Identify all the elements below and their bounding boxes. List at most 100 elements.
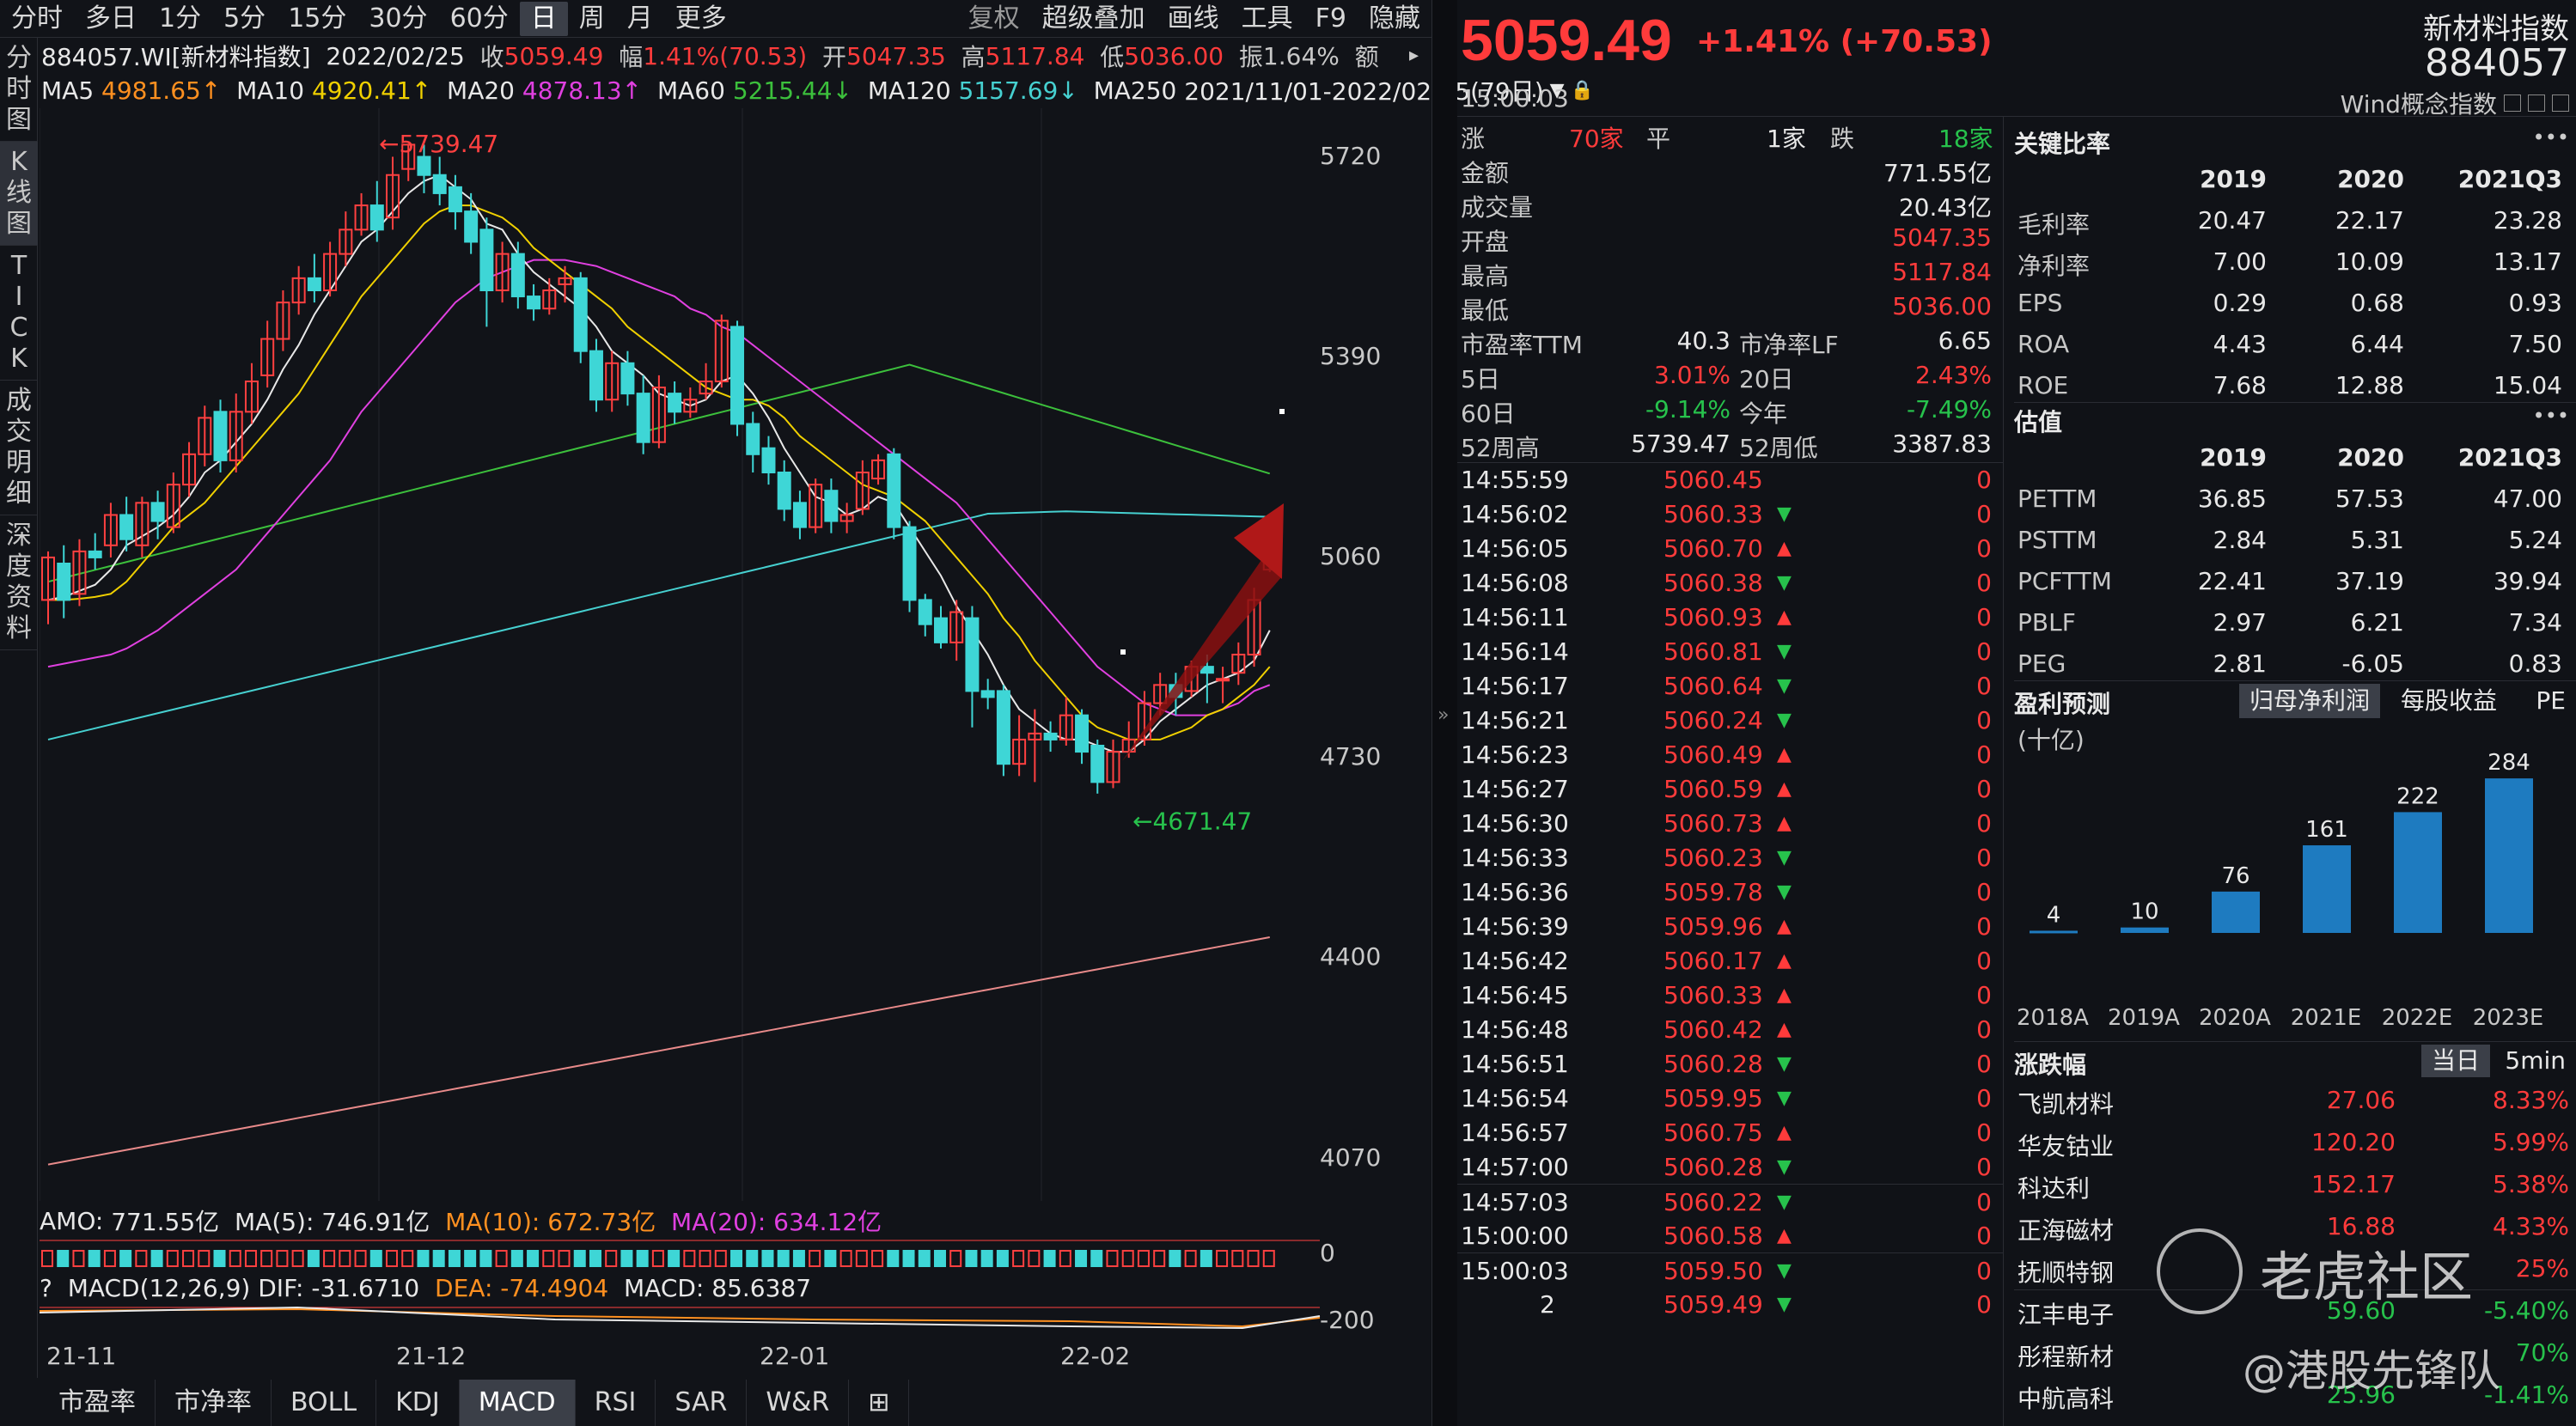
period-tab-2[interactable]: 1分 [159, 3, 202, 34]
tool-button-0[interactable]: 复权 [968, 3, 1020, 34]
draw-handle[interactable] [1279, 409, 1285, 414]
candle-body [824, 490, 839, 522]
window-icon[interactable] [2528, 94, 2545, 112]
valuation-row: PSTTM 2.84 5.31 5.24 [2014, 521, 2576, 560]
tick-price: 5059.49 [1663, 1290, 1763, 1319]
mover-row[interactable]: 正海磁材 16.88 4.33% [2014, 1207, 2576, 1246]
ratios-more-icon[interactable]: ••• [2532, 125, 2569, 149]
tiger-logo-icon [2157, 1228, 2243, 1314]
ytd-label: 今年 [1739, 399, 1788, 428]
period-tab-7[interactable]: 日 [519, 1, 568, 36]
mover-price: 59.60 [2326, 1296, 2396, 1325]
indicator-tab-6[interactable]: SAR [656, 1380, 748, 1426]
volume-bar [730, 1250, 743, 1267]
period-tab-8[interactable]: 周 [578, 3, 605, 34]
mover-row[interactable]: 科达利 152.17 5.38% [2014, 1165, 2576, 1204]
indicator-tab-5[interactable]: RSI [576, 1380, 656, 1426]
info-line: 884057.WI[新材料指数] 2022/02/25 收 5059.49 幅 1.… [41, 40, 1379, 72]
stat-label: 开盘 [1461, 228, 1510, 256]
indicator-tab-1[interactable]: 市净率 [156, 1380, 272, 1426]
ratio-value: 57.53 [2335, 484, 2404, 513]
candle-body [730, 326, 745, 425]
mover-price: 120.20 [2311, 1128, 2396, 1156]
mover-price: 16.88 [2326, 1212, 2396, 1240]
period-tab-6[interactable]: 60分 [449, 3, 509, 34]
vtab-3[interactable]: 成交明细 [0, 381, 38, 515]
period-tab-1[interactable]: 多日 [85, 3, 137, 34]
ratio-value: 0.68 [2350, 289, 2404, 317]
valuation-more-icon[interactable]: ••• [2532, 404, 2569, 428]
vol-ma20: MA(20): 634.12亿 [671, 1208, 882, 1236]
tick-price: 5060.58 [1663, 1222, 1763, 1250]
period-tab-5[interactable]: 30分 [369, 3, 428, 34]
forecast-tab-0[interactable]: 归母净利润 [2239, 684, 2381, 718]
lock-icon[interactable]: 🔒 [1564, 79, 1594, 101]
tool-button-1[interactable]: 超级叠加 [1041, 3, 1145, 34]
forecast-tab-1[interactable]: 每股收益 [2401, 686, 2498, 715]
forecast-unit: (十亿) [2017, 726, 2085, 754]
up-count: 70家 [1569, 125, 1624, 153]
mover-row[interactable]: 中航高科 25.96 -1.41% [2014, 1375, 2576, 1415]
candle-body [386, 174, 400, 219]
tick-time: 14:56:11 [1461, 603, 1569, 631]
mover-row[interactable]: 华友钴业 120.20 5.99% [2014, 1123, 2576, 1162]
tick-time: 14:56:21 [1461, 706, 1569, 734]
movers-tab-0[interactable]: 当日 [2420, 1045, 2490, 1077]
period-tab-4[interactable]: 15分 [288, 3, 347, 34]
indicator-tab-7[interactable]: W&R [747, 1380, 850, 1426]
stat-row: 最低 5036.00 [1457, 289, 2004, 325]
collapse-icon[interactable]: » [1438, 704, 1450, 726]
stat-value: 5036.00 [1892, 292, 1992, 320]
candlestick-chart[interactable]: ←5739.47 ←4671.47 [40, 108, 1328, 1201]
stat-row: 金额 771.55亿 [1457, 151, 2004, 187]
volume-bar [589, 1250, 601, 1267]
flat-count: 1家 [1767, 125, 1806, 153]
price-tick: 4070 [1320, 1143, 1382, 1172]
indicator-tab-2[interactable]: BOLL [272, 1380, 377, 1426]
draw-handle[interactable] [1120, 649, 1126, 655]
add-icon[interactable] [2552, 94, 2569, 112]
candle-body [432, 174, 447, 194]
indicator-tab-4[interactable]: MACD [459, 1380, 576, 1426]
vtab-0[interactable]: 分时图 [0, 38, 38, 142]
mover-change: -1.41% [2483, 1380, 2569, 1409]
ratio-value: 22.41 [2197, 567, 2267, 595]
mover-row[interactable]: 飞凯材料 27.06 8.33% [2014, 1081, 2576, 1120]
range-dropdown-icon[interactable]: ▼ [1543, 79, 1565, 101]
indicator-tab-0[interactable]: 市盈率 [40, 1380, 156, 1426]
up-arrow-icon: ▲ [1777, 984, 1792, 1006]
tool-button-4[interactable]: F9 [1315, 3, 1346, 34]
volume-bar [1075, 1250, 1088, 1267]
expand-icon[interactable]: ▸ [1409, 45, 1419, 66]
volume-bar [824, 1250, 837, 1267]
volume-bar [1247, 1250, 1260, 1267]
volume-bar [417, 1250, 430, 1267]
macd-help[interactable]: ? [40, 1273, 52, 1302]
tick-volume: 0 [1976, 912, 1992, 941]
tool-button-2[interactable]: 画线 [1167, 3, 1219, 34]
edit-icon[interactable] [2504, 94, 2521, 112]
tick-volume: 0 [1976, 500, 1992, 528]
panel-divider[interactable]: » [1431, 0, 1457, 1426]
period-tab-0[interactable]: 分时 [11, 3, 63, 34]
period-tab-9[interactable]: 月 [626, 3, 653, 34]
tool-button-3[interactable]: 工具 [1241, 3, 1293, 34]
volume-bar [1121, 1250, 1134, 1267]
candle-body [260, 338, 275, 376]
period-tab-10[interactable]: 更多 [675, 3, 727, 34]
forecast-tab-2[interactable]: PE [2536, 686, 2566, 715]
period-tab-3[interactable]: 5分 [223, 3, 266, 34]
tool-button-5[interactable]: 隐藏 [1369, 3, 1420, 34]
mover-row[interactable]: 彤程新材 70% [2014, 1333, 2576, 1373]
vtab-4[interactable]: 深度资料 [0, 515, 38, 650]
indicator-tab-8[interactable]: ⊞ [849, 1380, 910, 1426]
indicator-tab-3[interactable]: KDJ [376, 1380, 460, 1426]
candle-body [479, 229, 494, 291]
mover-row[interactable]: 江丰电子 59.60 -5.40% [2014, 1291, 2576, 1331]
ratio-value: 2.84 [2213, 526, 2267, 554]
mover-row[interactable]: 抚顺特钢 25% [2014, 1249, 2576, 1289]
movers-tab-1[interactable]: 5min [2505, 1046, 2566, 1075]
watermark-main: 老虎社区 [2260, 1246, 2474, 1308]
